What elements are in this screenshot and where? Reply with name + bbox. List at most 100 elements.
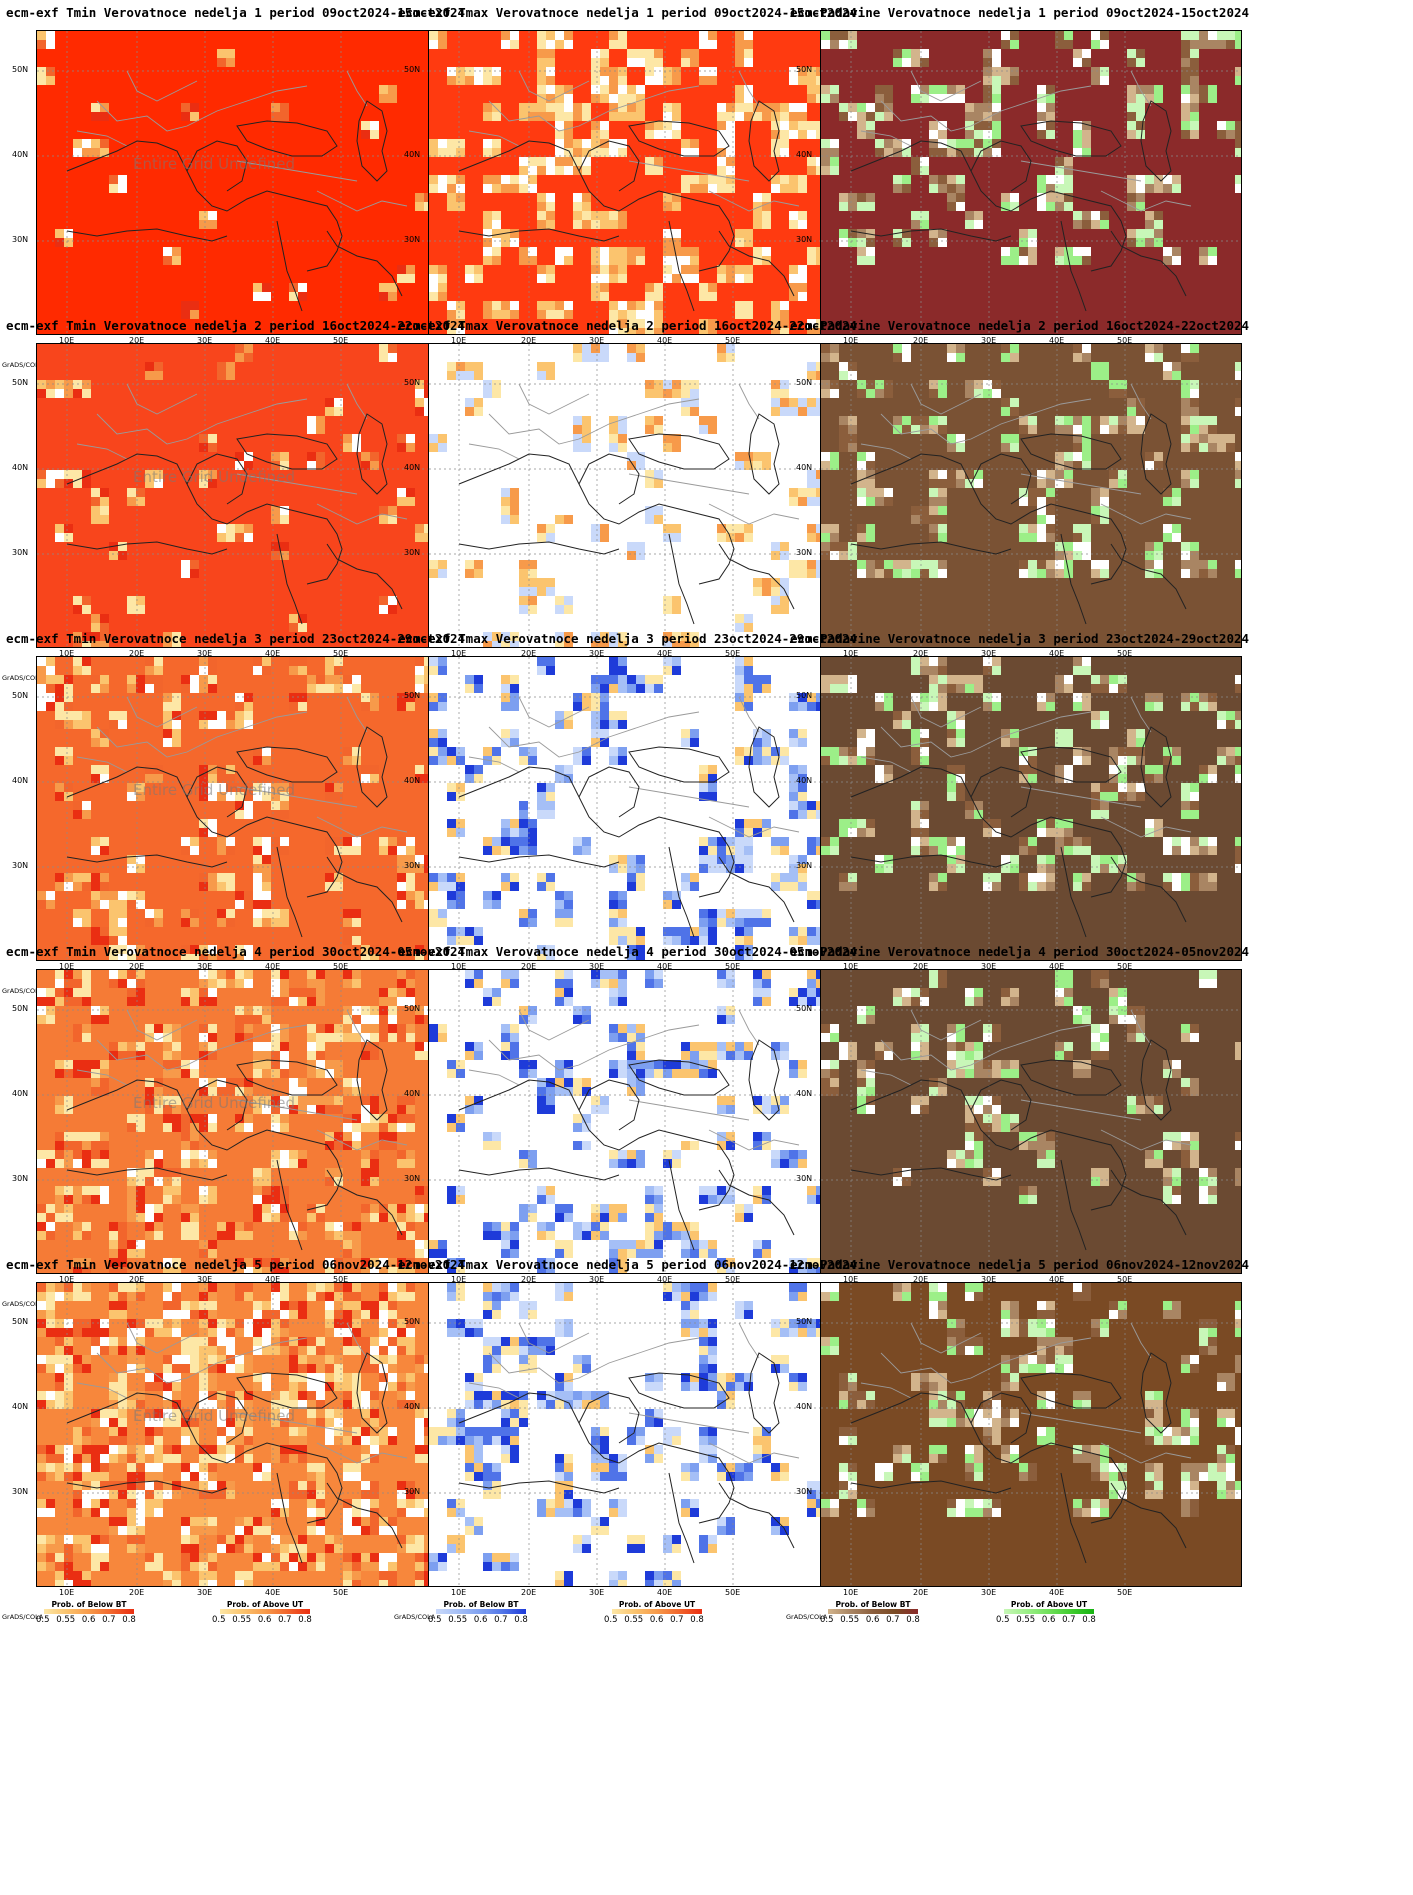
longitude-label: 20E — [913, 1275, 929, 1284]
country-border — [316, 1442, 408, 1464]
country-border — [628, 473, 750, 495]
undefined-grid-note: Entire Grid Undefined — [133, 1094, 296, 1112]
coastline — [66, 228, 228, 242]
latitude-label: 30N — [796, 548, 813, 557]
longitude-label: 20E — [521, 962, 537, 971]
coastline — [578, 140, 640, 192]
latitude-label: 30N — [12, 235, 29, 244]
longitude-label: 10E — [59, 649, 75, 658]
probability-field — [37, 344, 457, 647]
coastline — [1140, 1039, 1172, 1121]
country-border — [236, 1412, 358, 1434]
forecast-panel: ecm-exf Tmax Verovatnoce nedelja 5 perio… — [392, 1252, 863, 1631]
longitude-label: 50E — [1117, 649, 1133, 658]
longitude-label: 50E — [1117, 962, 1133, 971]
longitude-label: 20E — [913, 962, 929, 971]
map-area — [428, 1282, 850, 1587]
country-border — [126, 696, 198, 728]
forecast-panel: ecm-exf Tmax Verovatnoce nedelja 4 perio… — [392, 939, 863, 1318]
country-border — [708, 503, 800, 525]
longitude-label: 30E — [589, 1275, 605, 1284]
grads-credit: GrADS/COLA — [2, 674, 44, 682]
country-border — [910, 70, 982, 102]
probability-field — [821, 31, 1241, 334]
country-border — [468, 1382, 520, 1399]
longitude-label: 30E — [197, 962, 213, 971]
longitude-label: 40E — [1049, 1588, 1065, 1597]
country-border — [860, 756, 912, 773]
country-border — [518, 1009, 590, 1041]
forecast-panel: ecm-exf Tmin Verovatnoce nedelja 5 perio… — [0, 1252, 471, 1631]
coastline — [356, 1039, 388, 1121]
longitude-label: 40E — [1049, 649, 1065, 658]
forecast-panel: ecm-exf Tmax Verovatnoce nedelja 3 perio… — [392, 626, 863, 1005]
longitude-label: 20E — [521, 1588, 537, 1597]
coastline — [66, 1480, 228, 1494]
longitude-label: 50E — [725, 336, 741, 345]
map-area: Entire Grid Undefined — [36, 343, 458, 648]
legend-ticks: 0.5 0.55 0.6 0.7 0.8 — [820, 1615, 920, 1625]
country-border — [518, 1322, 590, 1354]
longitude-label: 10E — [451, 1588, 467, 1597]
country-border — [738, 1009, 760, 1046]
coastline — [1140, 1352, 1172, 1434]
latitude-label: 50N — [12, 1317, 29, 1326]
panel-title: ecm-exf Tmin Verovatnoce nedelja 2 perio… — [5, 318, 466, 333]
probability-field — [429, 31, 849, 334]
longitude-label: 20E — [913, 336, 929, 345]
coastline — [578, 1392, 640, 1444]
country-border — [1020, 1099, 1142, 1121]
field-base — [821, 970, 1241, 1273]
coastline — [66, 766, 343, 898]
coastline — [718, 856, 795, 923]
country-border — [488, 711, 700, 758]
country-border — [1100, 816, 1192, 838]
country-border — [1020, 473, 1142, 495]
latitude-label: 30N — [12, 548, 29, 557]
latitude-label: 50N — [12, 65, 29, 74]
latitude-label: 30N — [796, 1174, 813, 1183]
country-border — [316, 816, 408, 838]
country-border — [1100, 503, 1192, 525]
panel-title: ecm-Padavine Verovatnoce nedelja 1 perio… — [789, 5, 1250, 20]
probability-field — [821, 657, 1241, 960]
country-border — [518, 383, 590, 415]
panel-title: ecm-Padavine Verovatnoce nedelja 3 perio… — [789, 631, 1250, 646]
latitude-label: 50N — [796, 65, 813, 74]
coastline — [1060, 846, 1087, 938]
undefined-grid-note: Entire Grid Undefined — [133, 468, 296, 486]
latitude-label: 30N — [404, 548, 421, 557]
longitude-label: 10E — [843, 1588, 859, 1597]
longitude-label: 20E — [129, 1275, 145, 1284]
country-border — [910, 1009, 982, 1041]
legend-title: Prob. of Above UT — [226, 1600, 304, 1609]
longitude-label: 50E — [725, 962, 741, 971]
undefined-grid-note: Entire Grid Undefined — [133, 1407, 296, 1425]
coastline — [186, 766, 248, 818]
longitude-label: 10E — [451, 962, 467, 971]
coastline — [326, 230, 403, 297]
country-border — [126, 383, 198, 415]
longitude-label: 30E — [197, 1275, 213, 1284]
coastline — [458, 1480, 620, 1494]
coastline — [276, 1159, 303, 1251]
latitude-label: 30N — [796, 861, 813, 870]
grads-credit: GrADS/COLA — [2, 361, 44, 369]
longitude-label: 30E — [589, 649, 605, 658]
longitude-label: 30E — [981, 1588, 997, 1597]
latitude-label: 30N — [12, 1487, 29, 1496]
longitude-label: 30E — [197, 336, 213, 345]
country-border — [316, 1129, 408, 1151]
coastline — [850, 766, 1127, 898]
coastline — [458, 766, 735, 898]
country-border — [126, 70, 198, 102]
legend-color-bar — [1004, 1609, 1094, 1614]
coastline — [1110, 856, 1187, 923]
country-border — [1020, 160, 1142, 182]
coastline — [718, 1482, 795, 1549]
country-border — [76, 756, 128, 773]
country-border — [346, 70, 368, 107]
coastline — [628, 1372, 730, 1409]
longitude-label: 10E — [59, 336, 75, 345]
country-border — [880, 711, 1092, 758]
